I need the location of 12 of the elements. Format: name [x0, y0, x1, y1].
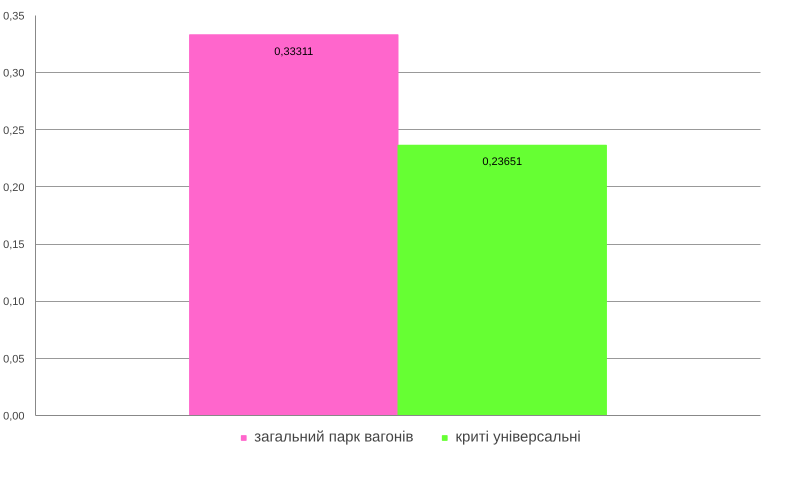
- data-label: 0,33311: [274, 46, 314, 58]
- y-tick-label: 0,35: [3, 10, 25, 22]
- y-tick-label: 0,05: [3, 353, 25, 366]
- y-tick-label: 0,00: [3, 410, 25, 422]
- y-tick-label: 0,10: [3, 296, 25, 308]
- y-tick-label: 0,30: [3, 68, 25, 80]
- data-label: 0,23651: [482, 156, 522, 168]
- y-tick-label: 0,15: [3, 239, 25, 252]
- y-tick-label: 0,25: [3, 124, 25, 137]
- legend-label: загальний парк вагонів: [254, 428, 414, 446]
- legend-label: криті універсальні: [455, 428, 581, 446]
- y-tick-label: 0,20: [3, 182, 25, 194]
